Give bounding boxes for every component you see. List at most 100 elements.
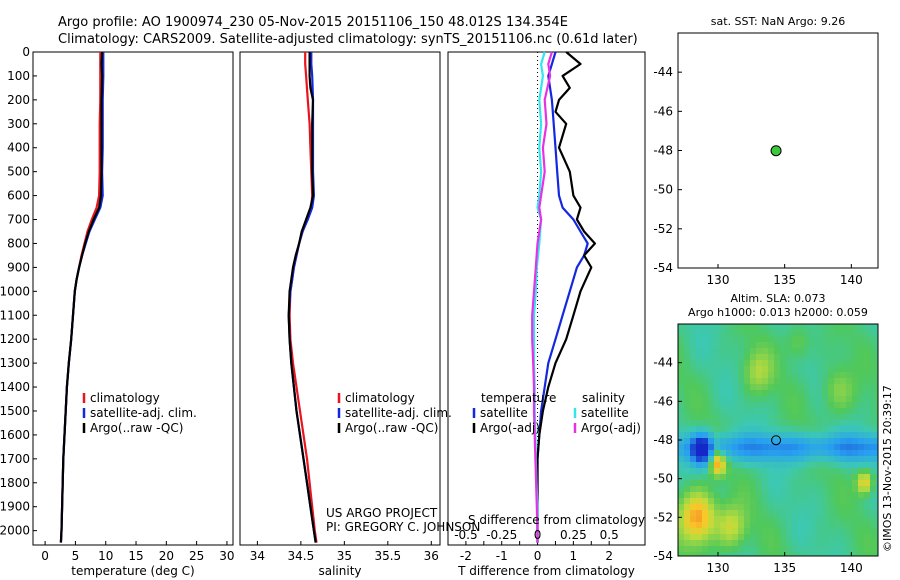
heatmap-cell bbox=[786, 498, 793, 505]
x-tick-label: 10 bbox=[98, 549, 113, 563]
y-tick-label: 100 bbox=[7, 69, 30, 83]
heatmap-cell bbox=[858, 360, 865, 367]
heatmap-cell bbox=[846, 336, 853, 343]
heatmap-cell bbox=[744, 426, 751, 433]
heatmap-cell bbox=[876, 330, 878, 337]
heatmap-cell bbox=[714, 522, 721, 529]
heatmap-cell bbox=[720, 546, 727, 553]
heatmap-cell bbox=[828, 534, 835, 541]
heatmap-cell bbox=[690, 384, 697, 391]
heatmap-cell bbox=[780, 552, 787, 556]
heatmap-cell bbox=[816, 366, 823, 373]
heatmap-cell bbox=[684, 468, 691, 475]
heatmap-cell bbox=[762, 540, 769, 547]
heatmap-cell bbox=[792, 324, 799, 331]
heatmap-cell bbox=[852, 342, 859, 349]
heatmap-cell bbox=[870, 450, 877, 457]
heatmap-cell bbox=[744, 444, 751, 451]
heatmap-cell bbox=[690, 534, 697, 541]
heatmap-cell bbox=[720, 414, 727, 421]
heatmap-cell bbox=[828, 360, 835, 367]
y-tick-label: -46 bbox=[653, 104, 673, 118]
heatmap-cell bbox=[786, 462, 793, 469]
heatmap-cell bbox=[678, 402, 685, 409]
heatmap-cell bbox=[678, 438, 685, 445]
heatmap-cell bbox=[834, 402, 841, 409]
heatmap-cell bbox=[696, 462, 703, 469]
heatmap-cell bbox=[870, 444, 877, 451]
heatmap-cell bbox=[762, 414, 769, 421]
heatmap-cell bbox=[876, 372, 878, 379]
heatmap-cell bbox=[876, 504, 878, 511]
heatmap-cell bbox=[834, 480, 841, 487]
heatmap-cell bbox=[780, 444, 787, 451]
heatmap-cell bbox=[696, 534, 703, 541]
heatmap-cell bbox=[864, 408, 871, 415]
heatmap-cell bbox=[720, 336, 727, 343]
heatmap-cell bbox=[804, 504, 811, 511]
heatmap-cell bbox=[810, 414, 817, 421]
heatmap-cell bbox=[684, 528, 691, 535]
x-tick-label: -2 bbox=[460, 549, 472, 563]
heatmap-cell bbox=[690, 336, 697, 343]
heatmap-cell bbox=[702, 498, 709, 505]
heatmap-cell bbox=[738, 534, 745, 541]
heatmap-cell bbox=[726, 432, 733, 439]
heatmap-cell bbox=[774, 372, 781, 379]
heatmap-cell bbox=[846, 510, 853, 517]
heatmap-cell bbox=[744, 408, 751, 415]
heatmap-cell bbox=[702, 414, 709, 421]
heatmap-cell bbox=[846, 426, 853, 433]
heatmap-cell bbox=[726, 438, 733, 445]
heatmap-cell bbox=[876, 450, 878, 457]
heatmap-cell bbox=[744, 336, 751, 343]
heatmap-cell bbox=[684, 426, 691, 433]
heatmap-cell bbox=[876, 516, 878, 523]
heatmap-cell bbox=[864, 474, 871, 481]
heatmap-cell bbox=[864, 486, 871, 493]
heatmap-cell bbox=[684, 462, 691, 469]
heatmap-cell bbox=[876, 402, 878, 409]
heatmap-cell bbox=[756, 480, 763, 487]
heatmap-cell bbox=[786, 360, 793, 367]
heatmap-cell bbox=[852, 540, 859, 547]
heatmap-cell bbox=[798, 468, 805, 475]
heatmap-cell bbox=[678, 390, 685, 397]
heatmap-cell bbox=[756, 378, 763, 385]
heatmap-cell bbox=[852, 528, 859, 535]
heatmap-cell bbox=[846, 396, 853, 403]
heatmap-cell bbox=[750, 408, 757, 415]
heatmap-cell bbox=[780, 522, 787, 529]
heatmap-cell bbox=[678, 516, 685, 523]
heatmap-cell bbox=[708, 450, 715, 457]
heatmap-cell bbox=[756, 324, 763, 331]
heatmap-cell bbox=[828, 408, 835, 415]
heatmap-cell bbox=[714, 540, 721, 547]
heatmap-cell bbox=[690, 432, 697, 439]
heatmap-cell bbox=[678, 384, 685, 391]
heatmap-cell bbox=[726, 522, 733, 529]
heatmap-cell bbox=[792, 330, 799, 337]
heatmap-cell bbox=[858, 468, 865, 475]
s-tick-label: -0.25 bbox=[486, 528, 517, 542]
heatmap-cell bbox=[846, 378, 853, 385]
heatmap-cell bbox=[750, 444, 757, 451]
heatmap-cell bbox=[678, 492, 685, 499]
heatmap-cell bbox=[810, 522, 817, 529]
heatmap-cell bbox=[786, 336, 793, 343]
heatmap-cell bbox=[840, 444, 847, 451]
heatmap-cell bbox=[696, 444, 703, 451]
heatmap-cell bbox=[780, 546, 787, 553]
heatmap-cell bbox=[840, 324, 847, 331]
heatmap-cell bbox=[756, 534, 763, 541]
heatmap-cell bbox=[774, 498, 781, 505]
heatmap-cell bbox=[684, 324, 691, 331]
heatmap-cell bbox=[690, 480, 697, 487]
heatmap-cell bbox=[858, 546, 865, 553]
heatmap-cell bbox=[714, 366, 721, 373]
heatmap-cell bbox=[870, 390, 877, 397]
heatmap-cell bbox=[738, 522, 745, 529]
heatmap-cell bbox=[858, 516, 865, 523]
heatmap-cell bbox=[822, 546, 829, 553]
heatmap-cell bbox=[726, 414, 733, 421]
